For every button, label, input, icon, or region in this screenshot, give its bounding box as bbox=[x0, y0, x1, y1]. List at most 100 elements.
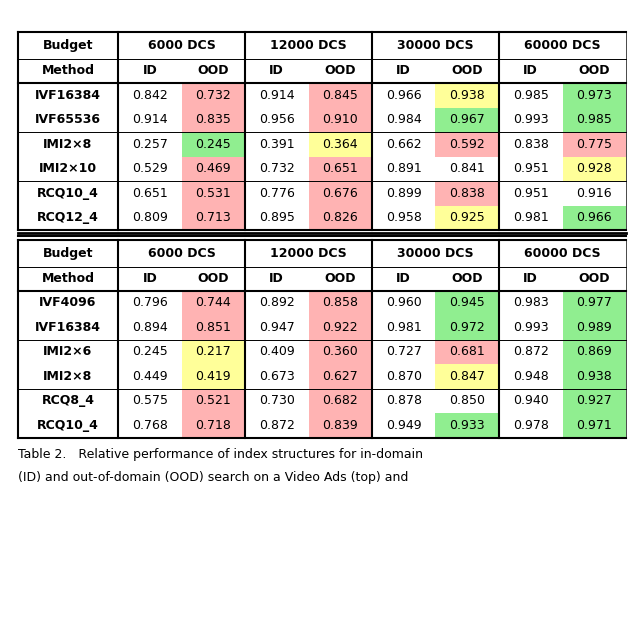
Text: 0.838: 0.838 bbox=[449, 187, 485, 200]
Text: 0.977: 0.977 bbox=[576, 296, 612, 309]
Text: 0.809: 0.809 bbox=[132, 211, 168, 224]
Text: 0.713: 0.713 bbox=[195, 211, 231, 224]
Text: Method: Method bbox=[42, 65, 95, 78]
Text: 0.847: 0.847 bbox=[449, 370, 485, 382]
Text: 0.592: 0.592 bbox=[449, 138, 485, 150]
Text: 0.838: 0.838 bbox=[513, 138, 548, 150]
Text: 0.947: 0.947 bbox=[259, 321, 294, 334]
Bar bbox=[435, 315, 499, 339]
Text: 0.928: 0.928 bbox=[577, 162, 612, 176]
Text: 0.651: 0.651 bbox=[323, 162, 358, 176]
Text: 6000 DCS: 6000 DCS bbox=[148, 246, 216, 260]
Text: 0.966: 0.966 bbox=[577, 211, 612, 224]
Text: 0.916: 0.916 bbox=[577, 187, 612, 200]
Text: ID: ID bbox=[142, 65, 157, 78]
Text: 0.676: 0.676 bbox=[323, 187, 358, 200]
Text: ID: ID bbox=[396, 65, 411, 78]
Text: 12000 DCS: 12000 DCS bbox=[270, 39, 347, 52]
Text: 0.651: 0.651 bbox=[132, 187, 168, 200]
Text: 0.972: 0.972 bbox=[449, 321, 485, 334]
Bar bbox=[308, 181, 372, 206]
Bar bbox=[435, 364, 499, 389]
Text: 0.894: 0.894 bbox=[132, 321, 168, 334]
Bar bbox=[182, 132, 245, 157]
Text: 0.744: 0.744 bbox=[195, 296, 231, 309]
Bar bbox=[563, 290, 626, 315]
Text: 0.776: 0.776 bbox=[259, 187, 294, 200]
Bar bbox=[435, 107, 499, 132]
Bar bbox=[435, 181, 499, 206]
Text: 0.826: 0.826 bbox=[323, 211, 358, 224]
Bar bbox=[308, 83, 372, 107]
Bar bbox=[182, 83, 245, 107]
Text: 0.841: 0.841 bbox=[449, 162, 485, 176]
Text: Method: Method bbox=[42, 272, 95, 285]
Text: 0.872: 0.872 bbox=[259, 419, 294, 432]
Text: 0.967: 0.967 bbox=[449, 113, 485, 126]
Bar bbox=[563, 364, 626, 389]
Bar bbox=[308, 290, 372, 315]
Text: 0.949: 0.949 bbox=[386, 419, 422, 432]
Text: 0.872: 0.872 bbox=[513, 345, 548, 358]
Text: 0.878: 0.878 bbox=[386, 394, 422, 408]
Text: 0.983: 0.983 bbox=[513, 296, 548, 309]
Text: 0.966: 0.966 bbox=[386, 89, 422, 102]
Text: 0.531: 0.531 bbox=[195, 187, 231, 200]
Bar bbox=[308, 413, 372, 438]
Bar bbox=[308, 364, 372, 389]
Text: 0.993: 0.993 bbox=[513, 113, 548, 126]
Bar bbox=[563, 83, 626, 107]
Text: 0.364: 0.364 bbox=[323, 138, 358, 150]
Text: 0.469: 0.469 bbox=[195, 162, 231, 176]
Text: OOD: OOD bbox=[198, 272, 229, 285]
Bar bbox=[435, 132, 499, 157]
Text: OOD: OOD bbox=[324, 65, 356, 78]
Bar bbox=[435, 290, 499, 315]
Text: 0.796: 0.796 bbox=[132, 296, 168, 309]
Text: 0.419: 0.419 bbox=[195, 370, 231, 382]
Text: 0.910: 0.910 bbox=[323, 113, 358, 126]
Text: 0.933: 0.933 bbox=[449, 419, 485, 432]
Text: 0.892: 0.892 bbox=[259, 296, 294, 309]
Bar bbox=[308, 107, 372, 132]
Text: ID: ID bbox=[524, 65, 538, 78]
Bar bbox=[182, 181, 245, 206]
Text: 0.945: 0.945 bbox=[449, 296, 485, 309]
Text: RCQ8_4: RCQ8_4 bbox=[42, 394, 95, 408]
Text: ID: ID bbox=[142, 272, 157, 285]
Text: IVF65536: IVF65536 bbox=[35, 113, 101, 126]
Bar bbox=[182, 413, 245, 438]
Text: 0.529: 0.529 bbox=[132, 162, 168, 176]
Bar bbox=[308, 157, 372, 181]
Text: 0.989: 0.989 bbox=[577, 321, 612, 334]
Text: 0.627: 0.627 bbox=[323, 370, 358, 382]
Text: 0.775: 0.775 bbox=[576, 138, 612, 150]
Bar bbox=[308, 132, 372, 157]
Text: Budget: Budget bbox=[43, 246, 93, 260]
Text: 30000 DCS: 30000 DCS bbox=[397, 39, 474, 52]
Bar bbox=[563, 132, 626, 157]
Text: 0.662: 0.662 bbox=[386, 138, 422, 150]
Text: 0.732: 0.732 bbox=[195, 89, 231, 102]
Text: 0.245: 0.245 bbox=[195, 138, 231, 150]
Text: 0.948: 0.948 bbox=[513, 370, 548, 382]
Text: 0.858: 0.858 bbox=[323, 296, 358, 309]
Text: 0.927: 0.927 bbox=[577, 394, 612, 408]
Text: 0.914: 0.914 bbox=[132, 113, 168, 126]
Text: RCQ10_4: RCQ10_4 bbox=[37, 419, 99, 432]
Bar bbox=[182, 157, 245, 181]
Text: 0.985: 0.985 bbox=[513, 89, 548, 102]
Text: 0.891: 0.891 bbox=[386, 162, 422, 176]
Bar bbox=[308, 315, 372, 339]
Bar bbox=[182, 290, 245, 315]
Text: 0.978: 0.978 bbox=[513, 419, 548, 432]
Text: 0.730: 0.730 bbox=[259, 394, 294, 408]
Text: 0.845: 0.845 bbox=[323, 89, 358, 102]
Text: 0.839: 0.839 bbox=[323, 419, 358, 432]
Bar bbox=[182, 107, 245, 132]
Text: 0.850: 0.850 bbox=[449, 394, 485, 408]
Text: IMI2×8: IMI2×8 bbox=[44, 370, 93, 382]
Bar bbox=[308, 339, 372, 364]
Text: 0.727: 0.727 bbox=[386, 345, 422, 358]
Text: 0.391: 0.391 bbox=[259, 138, 294, 150]
